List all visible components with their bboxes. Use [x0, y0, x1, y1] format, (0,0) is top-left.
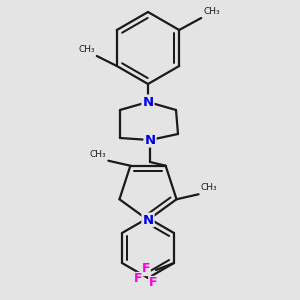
Text: N: N [142, 95, 154, 109]
Text: F: F [134, 272, 142, 286]
Text: N: N [142, 214, 154, 226]
Text: CH₃: CH₃ [78, 45, 95, 54]
Text: F: F [142, 262, 150, 275]
Text: CH₃: CH₃ [90, 150, 106, 159]
Text: CH₃: CH₃ [200, 183, 217, 192]
Text: N: N [144, 134, 156, 146]
Text: F: F [149, 277, 157, 290]
Text: CH₃: CH₃ [203, 7, 220, 16]
